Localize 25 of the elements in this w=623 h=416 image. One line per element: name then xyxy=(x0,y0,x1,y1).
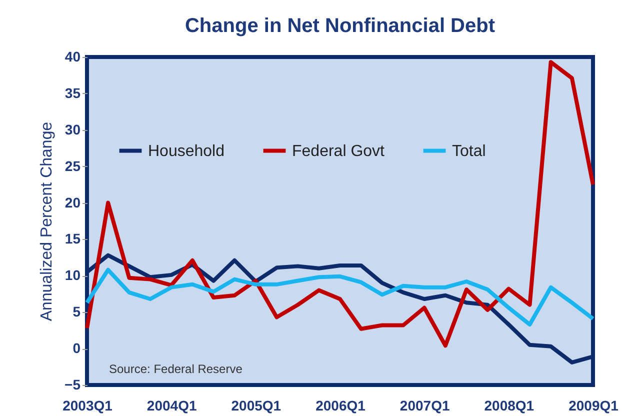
chart-title: Change in Net Nonfinancial Debt xyxy=(184,15,496,37)
x-tick-label: 2008Q1 xyxy=(484,398,534,414)
y-tick-label: 25 xyxy=(64,158,81,174)
y-tick-label: 0 xyxy=(72,340,81,356)
y-tick-label: 30 xyxy=(64,121,81,138)
x-tick-label: 2007Q1 xyxy=(400,398,450,414)
y-tick-label: 15 xyxy=(64,230,81,247)
line-series xyxy=(85,268,595,326)
x-tick-label: 2005Q1 xyxy=(231,398,282,414)
legend-label: Total xyxy=(452,142,486,160)
annotation: Source: Federal Reserve xyxy=(109,362,243,376)
y-tick-label: 10 xyxy=(64,267,81,284)
y-tick-label: −5 xyxy=(64,376,81,392)
y-tick-label: 35 xyxy=(64,84,81,101)
x-tick-label: 2006Q1 xyxy=(316,398,366,414)
y-tick-label: 5 xyxy=(72,304,81,320)
x-tick-label: 2004Q1 xyxy=(146,398,197,414)
y-axis-title: Annualized Percent Change xyxy=(38,122,56,322)
legend-label: Federal Govt xyxy=(292,142,386,160)
y-tick-label: 20 xyxy=(64,194,81,210)
x-tick-label: 2003Q1 xyxy=(62,398,113,414)
legend-label: Household xyxy=(148,142,224,160)
x-tick-label: 2009Q1 xyxy=(568,398,619,414)
y-tick-label: 40 xyxy=(64,48,81,64)
line-series xyxy=(85,60,595,348)
